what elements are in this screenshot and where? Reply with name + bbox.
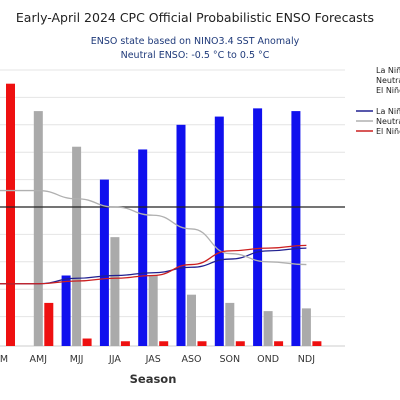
climatology-line-neutral [0, 189, 307, 266]
x-tick-label: JJA [108, 354, 121, 365]
chart-title: Early-April 2024 CPC Official Probabilis… [16, 10, 374, 25]
bar-el-ni-o [197, 341, 207, 346]
x-tick-label: SON [219, 354, 240, 365]
x-tick-label: AMJ [30, 354, 48, 365]
chart-subtitle: ENSO state based on NINO3.4 SST Anomaly [91, 36, 300, 47]
legend-top-label: La Niñ [376, 66, 400, 75]
bar-neutral [225, 302, 235, 346]
plot-area: M AMJ MJJ JJA JAS ASO SON OND NDJ [0, 69, 345, 365]
legend-top-label: Neutra [376, 76, 400, 85]
bar-el-ni-o [312, 341, 322, 346]
bar-la-ni-a [214, 116, 224, 346]
legend: La NiñNeutraEl NiñoLa NiñNeutraEl Niño [356, 66, 400, 136]
x-tick-label: M [0, 354, 8, 365]
bar-el-ni-o [235, 341, 245, 346]
x-tick-label: ASO [181, 354, 201, 365]
x-axis-label: Season [130, 372, 177, 386]
bar-neutral [110, 237, 120, 346]
legend-bottom-label: Neutra [376, 117, 400, 126]
legend-bottom-label: La Niñ [376, 107, 400, 116]
bar-neutral [263, 311, 273, 346]
bar-la-ni-a [61, 275, 71, 346]
bar-el-ni-o [120, 341, 130, 346]
bar-el-ni-o [44, 302, 54, 346]
bar-neutral [187, 294, 196, 346]
bar-el-ni-o [274, 341, 284, 346]
bar-el-ni-o [82, 338, 92, 346]
bar-el-ni-o [6, 83, 15, 346]
bar-neutral [148, 275, 158, 346]
bar-el-ni-o [159, 341, 169, 346]
bar-la-ni-a [99, 179, 109, 346]
bar-neutral [33, 111, 43, 346]
bar-neutral [301, 308, 311, 346]
legend-bottom-label: El Niño [376, 127, 400, 136]
bar-la-ni-a [176, 124, 186, 346]
bar-la-ni-a [253, 108, 263, 346]
legend-top-label: El Niño [376, 86, 400, 95]
x-tick-label: NDJ [298, 354, 315, 365]
bar-la-ni-a [291, 111, 301, 346]
x-tick-label: MJJ [70, 354, 84, 365]
bar-la-ni-a [138, 149, 148, 346]
x-tick-label: JAS [145, 354, 161, 365]
climatology-line-el-ni-o [0, 244, 307, 285]
x-tick-label: OND [257, 354, 279, 365]
bar-neutral [72, 146, 82, 346]
chart-subtitle-neutral-range: Neutral ENSO: -0.5 °C to 0.5 °C [121, 50, 270, 61]
